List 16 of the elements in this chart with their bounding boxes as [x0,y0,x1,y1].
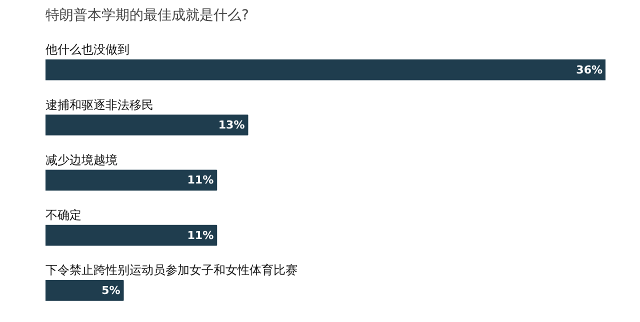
data-label: 11% [187,174,214,187]
y-tick-label: 不确定 [46,208,82,222]
bar [46,170,218,191]
bar [46,59,606,80]
y-tick-label: 他什么也没做到 [46,42,130,57]
y-tick-label: 减少边境越境 [46,152,118,167]
bar [46,224,218,246]
chart-title: 特朗普本学期的最佳成就是什么? [46,6,249,24]
data-label: 13% [218,118,245,132]
y-tick-label: 逮捕和驱逐非法移民 [46,98,154,112]
y-tick-label: 下令禁止跨性别运动员参加女子和女性体育比赛 [46,263,298,278]
bar [46,280,124,301]
data-label: 36% [576,63,603,76]
data-label: 11% [187,228,214,242]
bar [46,114,248,136]
data-label: 5% [102,284,120,297]
